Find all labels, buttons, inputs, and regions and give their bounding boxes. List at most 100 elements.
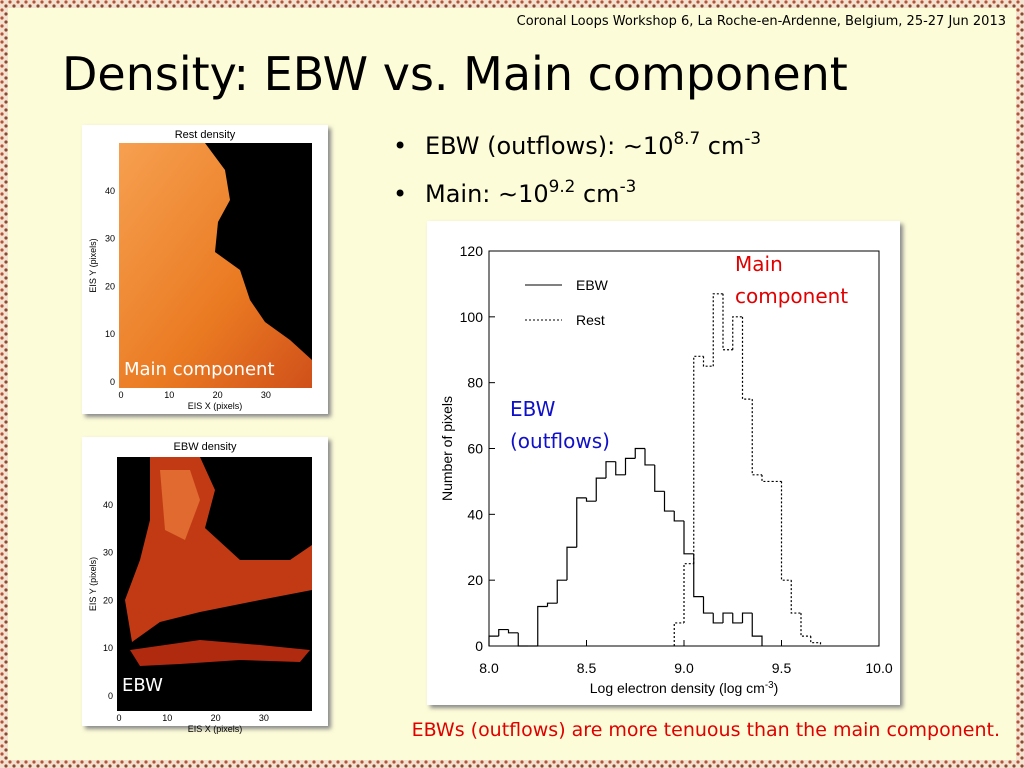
y-tick-label: 0 (475, 638, 483, 654)
panel-y-tick-label: 0 (108, 691, 113, 701)
panel-title: EBW density (174, 441, 237, 453)
histogram-step (673, 622, 684, 646)
y-tick-label: 80 (467, 375, 483, 391)
legend-label: Rest (576, 312, 605, 328)
bullet: EBW (outflows): ∼108.7 cm-3 (425, 128, 761, 160)
bullet-part: -3 (744, 128, 761, 148)
panel-y-tick-label: 30 (105, 234, 115, 244)
histogram-step (595, 477, 606, 502)
histogram-step (663, 491, 675, 512)
histogram-step (732, 316, 743, 350)
panel-y-tick-label: 40 (103, 500, 113, 510)
panel-y-tick-label: 20 (103, 595, 113, 605)
histogram-step (780, 481, 792, 581)
histogram-step (800, 613, 811, 637)
bullet: Main: ∼109.2 cm-3 (425, 176, 636, 208)
annotation-text: Main component (735, 252, 849, 308)
panel-y-tick-label: 40 (105, 186, 115, 196)
histogram-step (810, 636, 822, 646)
panel-x-label: EIS X (pixels) (188, 724, 243, 734)
x-tick-label: 8.0 (479, 660, 499, 676)
x-axis-label: Log electron density (log cm-3) (590, 680, 778, 697)
annotation: EBW (outflows) (510, 397, 610, 453)
panel-y-label: EIS Y (pixels) (88, 238, 98, 292)
slide-title: Density: EBW vs. Main component (62, 47, 848, 101)
histogram-step (732, 613, 743, 624)
histogram-step (790, 580, 801, 614)
bullet-part: 8.7 (673, 128, 700, 148)
histogram-step (566, 546, 577, 581)
histogram-step (517, 632, 528, 647)
histogram-step (683, 520, 694, 555)
panel-y-label: EIS Y (pixels) (88, 557, 98, 611)
histogram-step (741, 316, 753, 400)
y-tick-label: 120 (460, 243, 484, 259)
histogram-step (712, 613, 723, 624)
bullet-part: cm (575, 180, 619, 208)
panel-x-label: EIS X (pixels) (188, 401, 243, 411)
x-axis-label-part: Log electron density (log cm (590, 680, 765, 696)
histogram-step (615, 461, 626, 476)
panel-y-tick-label: 0 (110, 377, 115, 387)
histogram-step (507, 629, 519, 634)
x-tick-label: 9.5 (772, 660, 792, 676)
chart-box (427, 221, 900, 705)
histogram-step (751, 399, 762, 476)
panel-x-tick-label: 0 (118, 390, 123, 400)
x-axis-label-part: ) (774, 680, 779, 696)
panel-x-tick-label: 20 (211, 713, 221, 723)
bullet-dot: • (393, 132, 407, 160)
x-tick-label: 8.5 (577, 660, 597, 676)
panel-y-tick-label: 20 (105, 281, 115, 291)
histogram-step (546, 602, 558, 607)
y-tick-label: 60 (467, 441, 483, 457)
histogram-step (488, 635, 499, 646)
panel-y-tick-label: 30 (103, 548, 113, 558)
histogram-step (683, 563, 694, 623)
x-tick-label: 9.0 (674, 660, 694, 676)
panels: Rest density 0 10 20 30 40 0 10 20 30 EIS X (pixel… (82, 125, 328, 734)
histogram-step (498, 628, 509, 637)
bullet-part: cm (700, 132, 744, 160)
panel-x-tick-label: 30 (261, 390, 271, 400)
caption: EBWs (outflows) are more tenuous than th… (412, 719, 1000, 741)
histogram-step (722, 612, 733, 623)
panel-label: Main component (124, 359, 275, 380)
histogram-step (761, 474, 772, 483)
map-ebw (160, 470, 200, 540)
histogram-step (702, 356, 714, 367)
histogram-step (702, 596, 714, 614)
histogram-step (644, 448, 655, 466)
histogram-step (673, 511, 684, 522)
histogram-step (576, 497, 587, 548)
histogram-step (654, 464, 665, 492)
bullet-part: Main: ∼10 (425, 180, 549, 208)
bullet-part: -3 (620, 176, 637, 196)
bullet-part: 9.2 (549, 176, 576, 196)
map-ebw (130, 640, 310, 666)
header: Coronal Loops Workshop 6, La Roche-en-Ar… (517, 14, 1006, 29)
histogram-step (605, 461, 616, 479)
panel-x-tick-label: 10 (164, 390, 174, 400)
histogram-step (537, 605, 548, 646)
y-tick-label: 40 (467, 506, 483, 522)
panel-x-tick-label: 10 (162, 713, 172, 723)
legend-label: EBW (576, 277, 609, 293)
histogram-step (751, 613, 763, 646)
annotation-text: EBW (outflows) (510, 397, 610, 453)
histogram-step (624, 457, 636, 475)
histogram-step (634, 447, 645, 459)
bullet-part: EBW (outflows): ∼10 (425, 132, 673, 160)
histogram-step (693, 355, 704, 564)
x-axis-label-part: -3 (765, 680, 774, 691)
panel-y-tick-label: 10 (103, 643, 113, 653)
x-tick-label: 10.0 (865, 660, 892, 676)
annotation: Main component (735, 252, 849, 308)
histogram-step (712, 293, 723, 367)
panel-x-tick-label: 30 (259, 713, 269, 723)
histogram-step (556, 579, 567, 604)
panel-title: Rest density (175, 129, 236, 141)
bullet-dot: • (393, 180, 407, 208)
